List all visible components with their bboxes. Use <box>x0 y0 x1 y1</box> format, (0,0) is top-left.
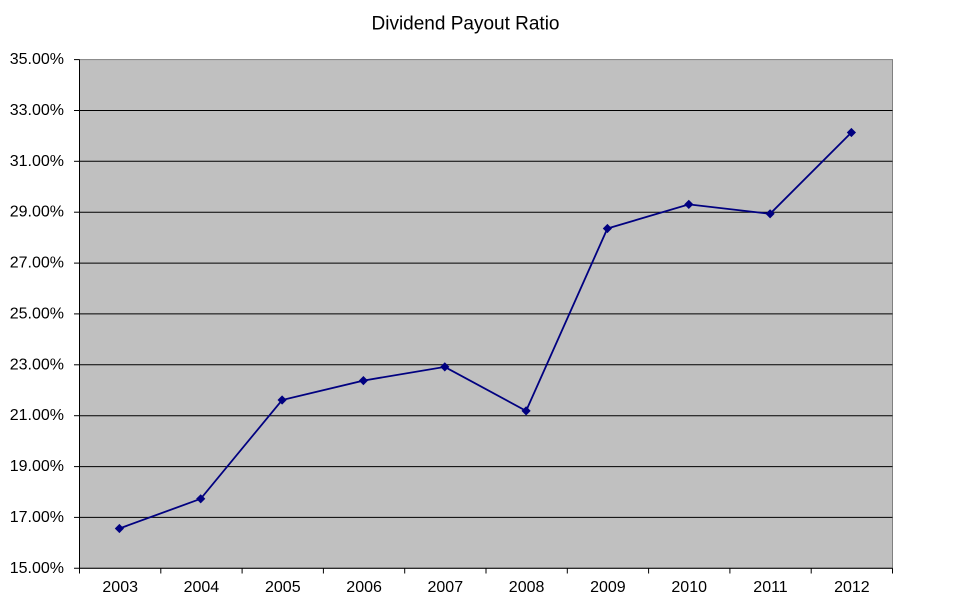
svg-text:31.00%: 31.00% <box>10 153 64 170</box>
svg-text:25.00%: 25.00% <box>10 305 64 322</box>
svg-text:2010: 2010 <box>671 579 707 596</box>
svg-text:35.00%: 35.00% <box>10 51 64 68</box>
svg-text:15.00%: 15.00% <box>10 560 64 577</box>
svg-text:19.00%: 19.00% <box>10 458 64 475</box>
svg-text:Dividend Payout Ratio: Dividend Payout Ratio <box>372 14 560 35</box>
svg-text:2005: 2005 <box>265 579 301 596</box>
svg-text:17.00%: 17.00% <box>10 509 64 526</box>
svg-text:29.00%: 29.00% <box>10 204 64 221</box>
svg-text:2004: 2004 <box>184 579 220 596</box>
svg-text:2003: 2003 <box>102 579 138 596</box>
svg-text:33.00%: 33.00% <box>10 102 64 119</box>
svg-text:23.00%: 23.00% <box>10 356 64 373</box>
svg-text:2007: 2007 <box>428 579 464 596</box>
svg-text:21.00%: 21.00% <box>10 407 64 424</box>
svg-text:2012: 2012 <box>834 579 870 596</box>
svg-text:2006: 2006 <box>346 579 382 596</box>
svg-text:2011: 2011 <box>753 579 788 596</box>
svg-text:2009: 2009 <box>590 579 626 596</box>
svg-text:27.00%: 27.00% <box>10 255 64 272</box>
svg-text:2008: 2008 <box>509 579 545 596</box>
